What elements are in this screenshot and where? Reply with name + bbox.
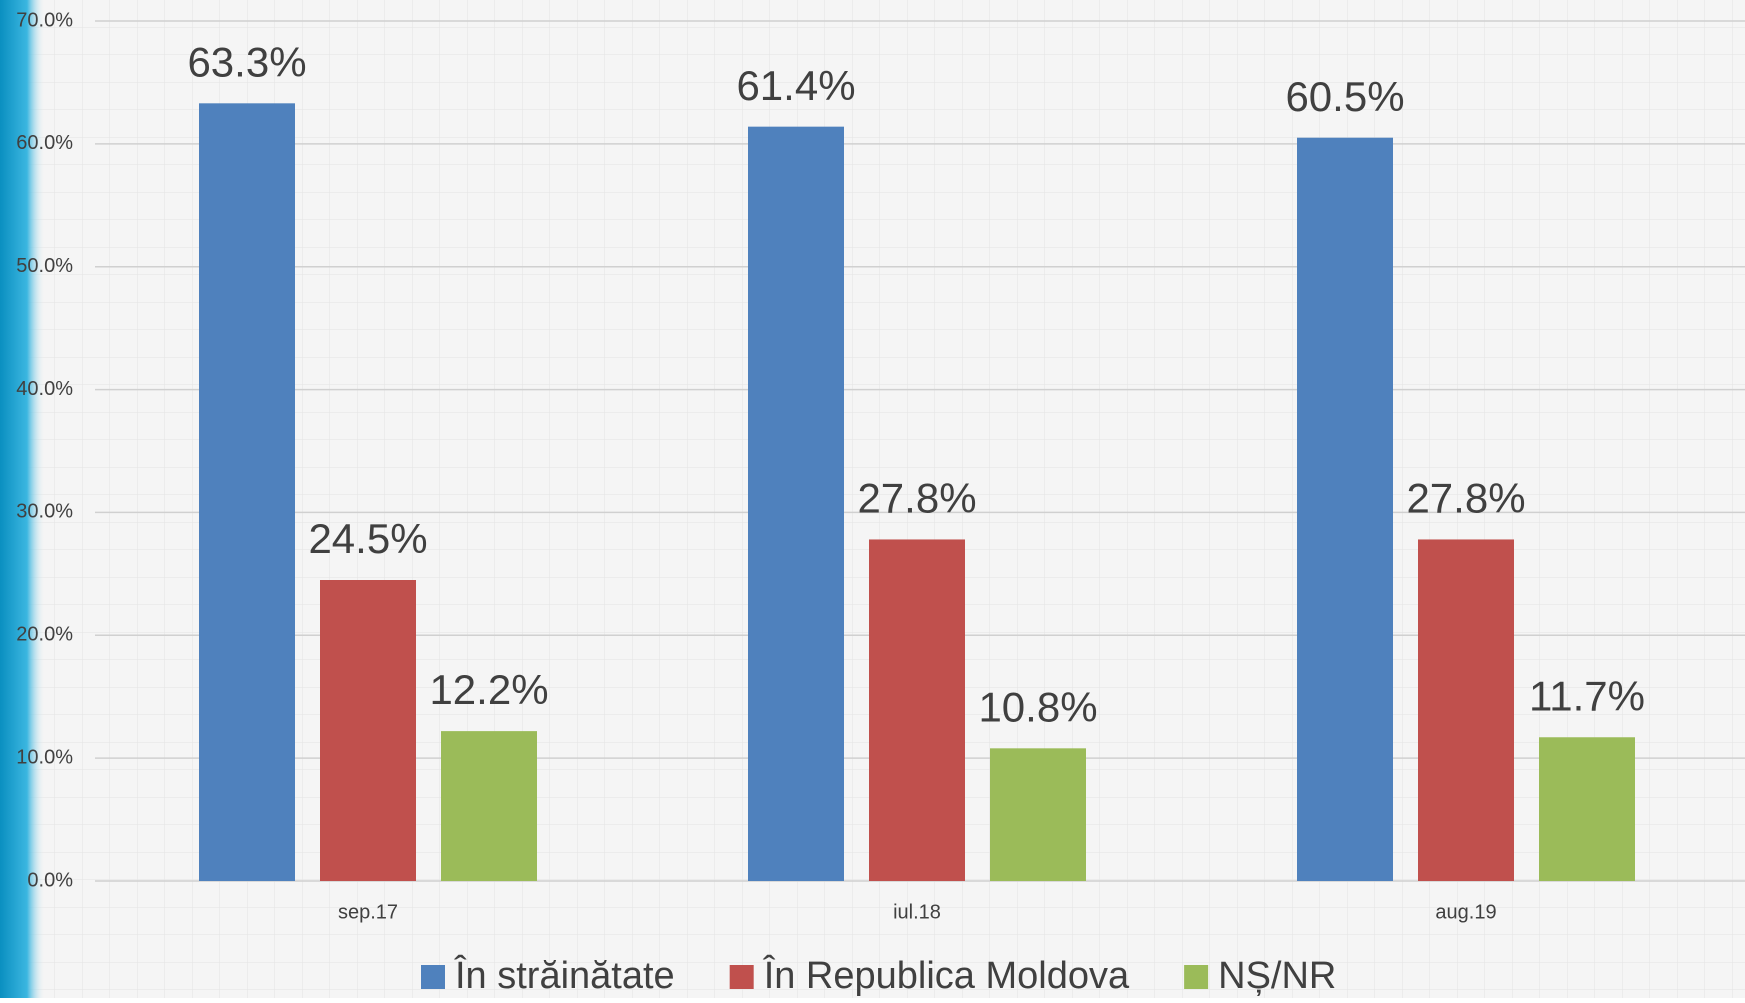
bar: [320, 580, 416, 881]
y-tick-label: 70.0%: [16, 9, 73, 31]
legend-swatch: [1184, 965, 1209, 989]
legend-swatch: [729, 965, 754, 989]
bar: [441, 731, 537, 881]
data-label: 60.5%: [1285, 73, 1404, 120]
y-tick-label: 20.0%: [16, 624, 73, 646]
x-tick-label: iul.18: [893, 901, 941, 923]
x-tick-label: sep.17: [338, 901, 398, 923]
bar: [990, 748, 1086, 881]
bar: [1418, 539, 1514, 881]
data-label: 10.8%: [978, 683, 1097, 730]
y-tick-label: 30.0%: [16, 501, 73, 523]
data-label: 27.8%: [1406, 475, 1525, 522]
bar: [1297, 137, 1393, 881]
legend-label: În Republica Moldova: [763, 954, 1130, 997]
y-tick-label: 60.0%: [16, 132, 73, 154]
legend-label: NȘ/NR: [1218, 955, 1336, 997]
y-tick-label: 0.0%: [27, 869, 73, 891]
y-tick-label: 40.0%: [16, 378, 73, 400]
bar: [199, 103, 295, 882]
legend-swatch: [421, 965, 445, 989]
data-label: 61.4%: [736, 62, 855, 109]
edge-decoration: [0, 0, 45, 998]
y-tick-label: 50.0%: [16, 255, 73, 277]
data-label: 27.8%: [857, 475, 976, 522]
bar: [1539, 737, 1635, 881]
bar: [869, 539, 965, 881]
bar: [748, 126, 844, 881]
data-label: 63.3%: [187, 38, 306, 85]
data-label: 11.7%: [1529, 672, 1645, 719]
data-label: 24.5%: [308, 515, 427, 562]
legend-label: În străinătate: [454, 954, 675, 997]
y-tick-label: 10.0%: [16, 746, 73, 768]
x-tick-label: aug.19: [1435, 901, 1496, 923]
data-label: 12.2%: [429, 666, 548, 713]
